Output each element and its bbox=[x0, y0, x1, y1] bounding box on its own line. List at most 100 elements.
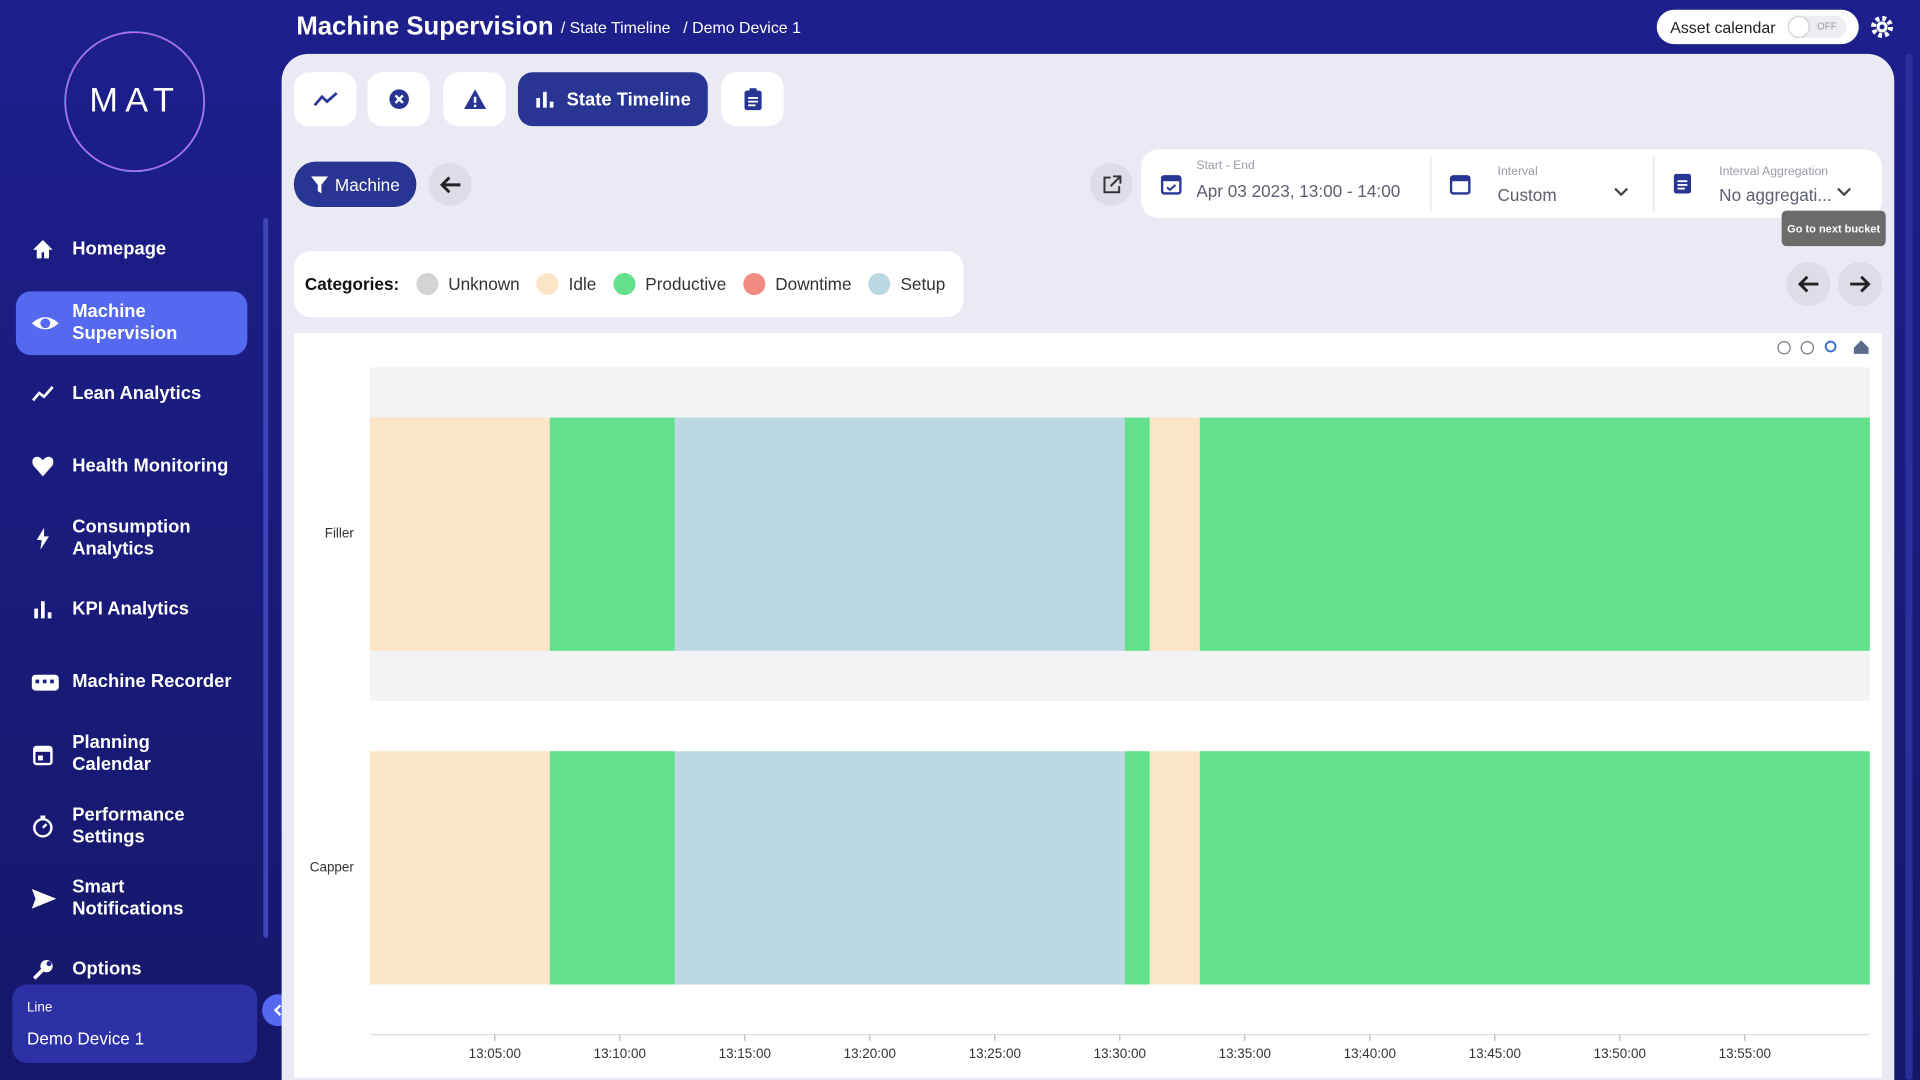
breadcrumb[interactable]: / State Timeline bbox=[561, 18, 671, 36]
toggle-knob bbox=[1789, 17, 1809, 37]
icon bbox=[1849, 274, 1871, 294]
zoom-in[interactable] bbox=[1778, 342, 1790, 354]
state-segment bbox=[370, 751, 550, 984]
icon bbox=[388, 88, 410, 110]
tab-label: State Timeline bbox=[567, 89, 691, 110]
aggregation-select[interactable]: No aggregati... bbox=[1719, 185, 1831, 205]
icon bbox=[31, 382, 55, 406]
tab-button[interactable] bbox=[721, 72, 783, 126]
legend: Categories: Unknown Idle Productive Downtim… bbox=[294, 251, 964, 317]
legend-swatch bbox=[613, 273, 635, 295]
reset-zoom[interactable] bbox=[1854, 340, 1869, 353]
nav-item[interactable]: KPI Analytics bbox=[16, 578, 247, 642]
icon bbox=[462, 88, 486, 110]
legend-item[interactable]: Setup bbox=[869, 273, 946, 295]
tab-button-active[interactable]: State Timeline bbox=[518, 72, 708, 126]
state-segment bbox=[1150, 418, 1200, 651]
toggle[interactable]: OFF bbox=[1788, 16, 1847, 38]
icon bbox=[1837, 187, 1852, 197]
icon bbox=[31, 958, 55, 982]
x-tick-label: 13:15:00 bbox=[719, 1046, 771, 1061]
date-range[interactable]: Apr 03 2023, 13:00 - 14:00 bbox=[1196, 181, 1400, 201]
legend-item[interactable]: Productive bbox=[613, 273, 726, 295]
divider bbox=[1653, 157, 1654, 211]
icon bbox=[31, 814, 55, 838]
icon bbox=[1673, 171, 1693, 193]
x-tick-label: 13:40:00 bbox=[1344, 1046, 1396, 1061]
nav-item[interactable]: Health Monitoring bbox=[16, 435, 247, 499]
state-segment bbox=[1200, 751, 1870, 984]
state-segment bbox=[370, 418, 550, 651]
icon bbox=[31, 887, 58, 911]
icon bbox=[439, 174, 461, 194]
scrollbar[interactable] bbox=[263, 218, 268, 938]
nav-label: KPI Analytics bbox=[72, 599, 189, 621]
nav-item[interactable]: Homepage bbox=[16, 218, 247, 282]
state-segment bbox=[1200, 418, 1870, 651]
page-scrollbar[interactable] bbox=[1905, 54, 1912, 1080]
nav-item[interactable]: Planning Calendar bbox=[16, 722, 247, 786]
nav-item[interactable]: Smart Notifications bbox=[16, 867, 247, 931]
icon bbox=[310, 176, 327, 193]
icon bbox=[31, 454, 55, 478]
x-tick-label: 13:35:00 bbox=[1219, 1046, 1271, 1061]
zoom-select[interactable] bbox=[1826, 342, 1836, 352]
asset-calendar-label: Asset calendar bbox=[1670, 18, 1775, 36]
icon bbox=[1161, 173, 1182, 195]
x-tick-label: 13:45:00 bbox=[1469, 1046, 1521, 1061]
page-title: Machine Supervision bbox=[296, 12, 553, 41]
icon bbox=[31, 238, 55, 262]
divider bbox=[1430, 157, 1431, 211]
icon bbox=[313, 91, 337, 108]
x-tick-label: 13:10:00 bbox=[594, 1046, 646, 1061]
x-tick-label: 13:20:00 bbox=[844, 1046, 896, 1061]
icon bbox=[31, 742, 55, 766]
field-label: Interval bbox=[1498, 165, 1538, 178]
nav-label: Planning Calendar bbox=[72, 732, 207, 776]
state-segment bbox=[1125, 751, 1150, 984]
breadcrumb[interactable]: / Demo Device 1 bbox=[683, 18, 801, 36]
nav-item[interactable]: Performance Settings bbox=[16, 795, 247, 859]
state-segment bbox=[1125, 418, 1150, 651]
filter-button[interactable]: Machine bbox=[294, 162, 416, 207]
legend-item[interactable]: Downtime bbox=[743, 273, 851, 295]
tab-button[interactable] bbox=[294, 72, 356, 126]
nav-item[interactable]: Consumption Analytics bbox=[16, 507, 247, 571]
legend-label: Productive bbox=[645, 274, 726, 294]
prev-bucket-button[interactable] bbox=[1787, 262, 1831, 306]
interval-select[interactable]: Custom bbox=[1498, 185, 1557, 205]
nav-item[interactable]: Machine Supervision bbox=[16, 291, 247, 355]
legend-swatch bbox=[537, 273, 559, 295]
state-segment bbox=[550, 751, 675, 984]
legend-item[interactable]: Unknown bbox=[416, 273, 519, 295]
next-bucket-button[interactable] bbox=[1838, 262, 1882, 306]
legend-title: Categories: bbox=[305, 274, 399, 294]
icon bbox=[31, 598, 55, 622]
icon bbox=[1614, 187, 1629, 197]
legend-item[interactable]: Idle bbox=[537, 273, 596, 295]
zoom-out[interactable] bbox=[1801, 342, 1813, 354]
back-button[interactable] bbox=[429, 163, 472, 206]
open-external-button[interactable] bbox=[1090, 163, 1133, 206]
filter-label: Machine bbox=[335, 174, 400, 194]
state-segment bbox=[675, 418, 1125, 651]
nav-label: Options bbox=[72, 959, 141, 981]
x-tick-label: 13:30:00 bbox=[1094, 1046, 1146, 1061]
icon bbox=[31, 311, 60, 335]
icon bbox=[743, 88, 763, 110]
x-tick-label: 13:55:00 bbox=[1719, 1046, 1771, 1061]
line-selector[interactable]: Line Demo Device 1 bbox=[12, 984, 257, 1062]
date-controls: Start - End Apr 03 2023, 13:00 - 14:00 I… bbox=[1141, 149, 1882, 218]
legend-label: Unknown bbox=[448, 274, 519, 294]
toggle-text: OFF bbox=[1817, 21, 1837, 32]
tab-button[interactable] bbox=[443, 72, 505, 126]
chart-toolbar bbox=[1778, 340, 1869, 353]
nav-item[interactable]: Machine Recorder bbox=[16, 650, 247, 714]
x-tick-label: 13:50:00 bbox=[1594, 1046, 1646, 1061]
tab-button[interactable] bbox=[367, 72, 429, 126]
icon bbox=[1101, 174, 1121, 194]
settings-icon[interactable] bbox=[1871, 16, 1893, 38]
nav-item[interactable]: Lean Analytics bbox=[16, 362, 247, 426]
line-value: Demo Device 1 bbox=[27, 1029, 144, 1049]
